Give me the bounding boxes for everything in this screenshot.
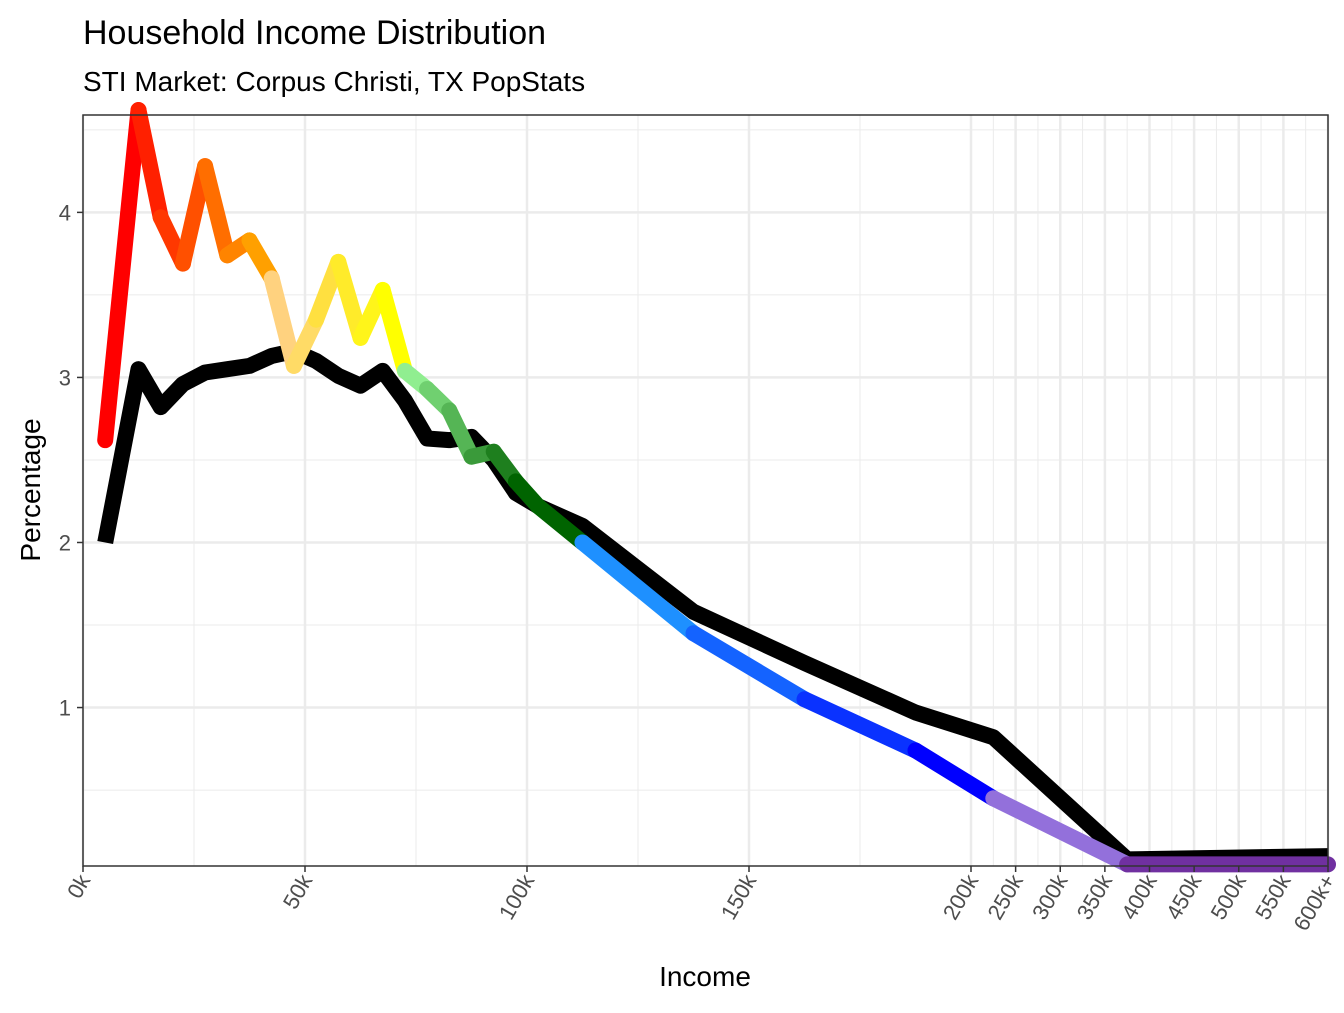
market-series-segment bbox=[574, 534, 702, 642]
market-series-segment bbox=[441, 402, 480, 465]
benchmark-series-line bbox=[97, 343, 1329, 868]
market-series-segment bbox=[97, 102, 147, 449]
y-axis-label: Percentage bbox=[15, 418, 46, 561]
x-tick-label: 450k bbox=[1161, 869, 1207, 924]
plot-background bbox=[83, 115, 1328, 866]
x-tick-label: 50k bbox=[278, 869, 318, 913]
market-series-segment bbox=[530, 498, 591, 551]
market-series-segment bbox=[907, 742, 1002, 807]
y-tick-label: 1 bbox=[59, 696, 71, 721]
market-series-segment bbox=[374, 281, 413, 379]
x-tick-label: 150k bbox=[716, 869, 762, 924]
x-tick-label: 600k+ bbox=[1288, 870, 1340, 935]
x-tick-label: 100k bbox=[494, 869, 540, 924]
y-tick-label: 4 bbox=[59, 200, 71, 225]
market-series-segment bbox=[197, 158, 236, 264]
market-series-segment bbox=[263, 270, 302, 374]
axes: 1 2 3 4 0k 50k 100k 150k 200k 250k 300k 350k 400k 450… bbox=[59, 200, 1341, 935]
market-series-segment bbox=[330, 253, 369, 346]
series-lines bbox=[97, 102, 1336, 873]
market-series-segment bbox=[985, 790, 1136, 873]
market-series-segment bbox=[685, 625, 813, 708]
market-series-segment bbox=[796, 691, 924, 759]
chart-title: Household Income Distribution bbox=[83, 14, 546, 52]
x-tick-label: 200k bbox=[938, 869, 984, 924]
x-tick-label: 550k bbox=[1250, 869, 1296, 924]
x-axis-label: Income bbox=[659, 961, 751, 992]
x-tick-label: 300k bbox=[1027, 869, 1073, 924]
chart-subtitle: STI Market: Corpus Christi, TX PopStats bbox=[83, 66, 585, 97]
plot-border bbox=[82, 114, 1329, 867]
x-tick-label: 400k bbox=[1116, 869, 1162, 924]
x-tick-label: 500k bbox=[1206, 869, 1252, 924]
x-tick-label: 0k bbox=[62, 869, 96, 902]
x-tick-label: 250k bbox=[982, 869, 1028, 924]
y-tick-label: 3 bbox=[59, 365, 71, 390]
x-tick-label: 350k bbox=[1072, 869, 1118, 924]
y-tick-label: 2 bbox=[59, 530, 71, 555]
market-series-segment bbox=[130, 102, 169, 226]
market-series-segment bbox=[285, 311, 325, 374]
